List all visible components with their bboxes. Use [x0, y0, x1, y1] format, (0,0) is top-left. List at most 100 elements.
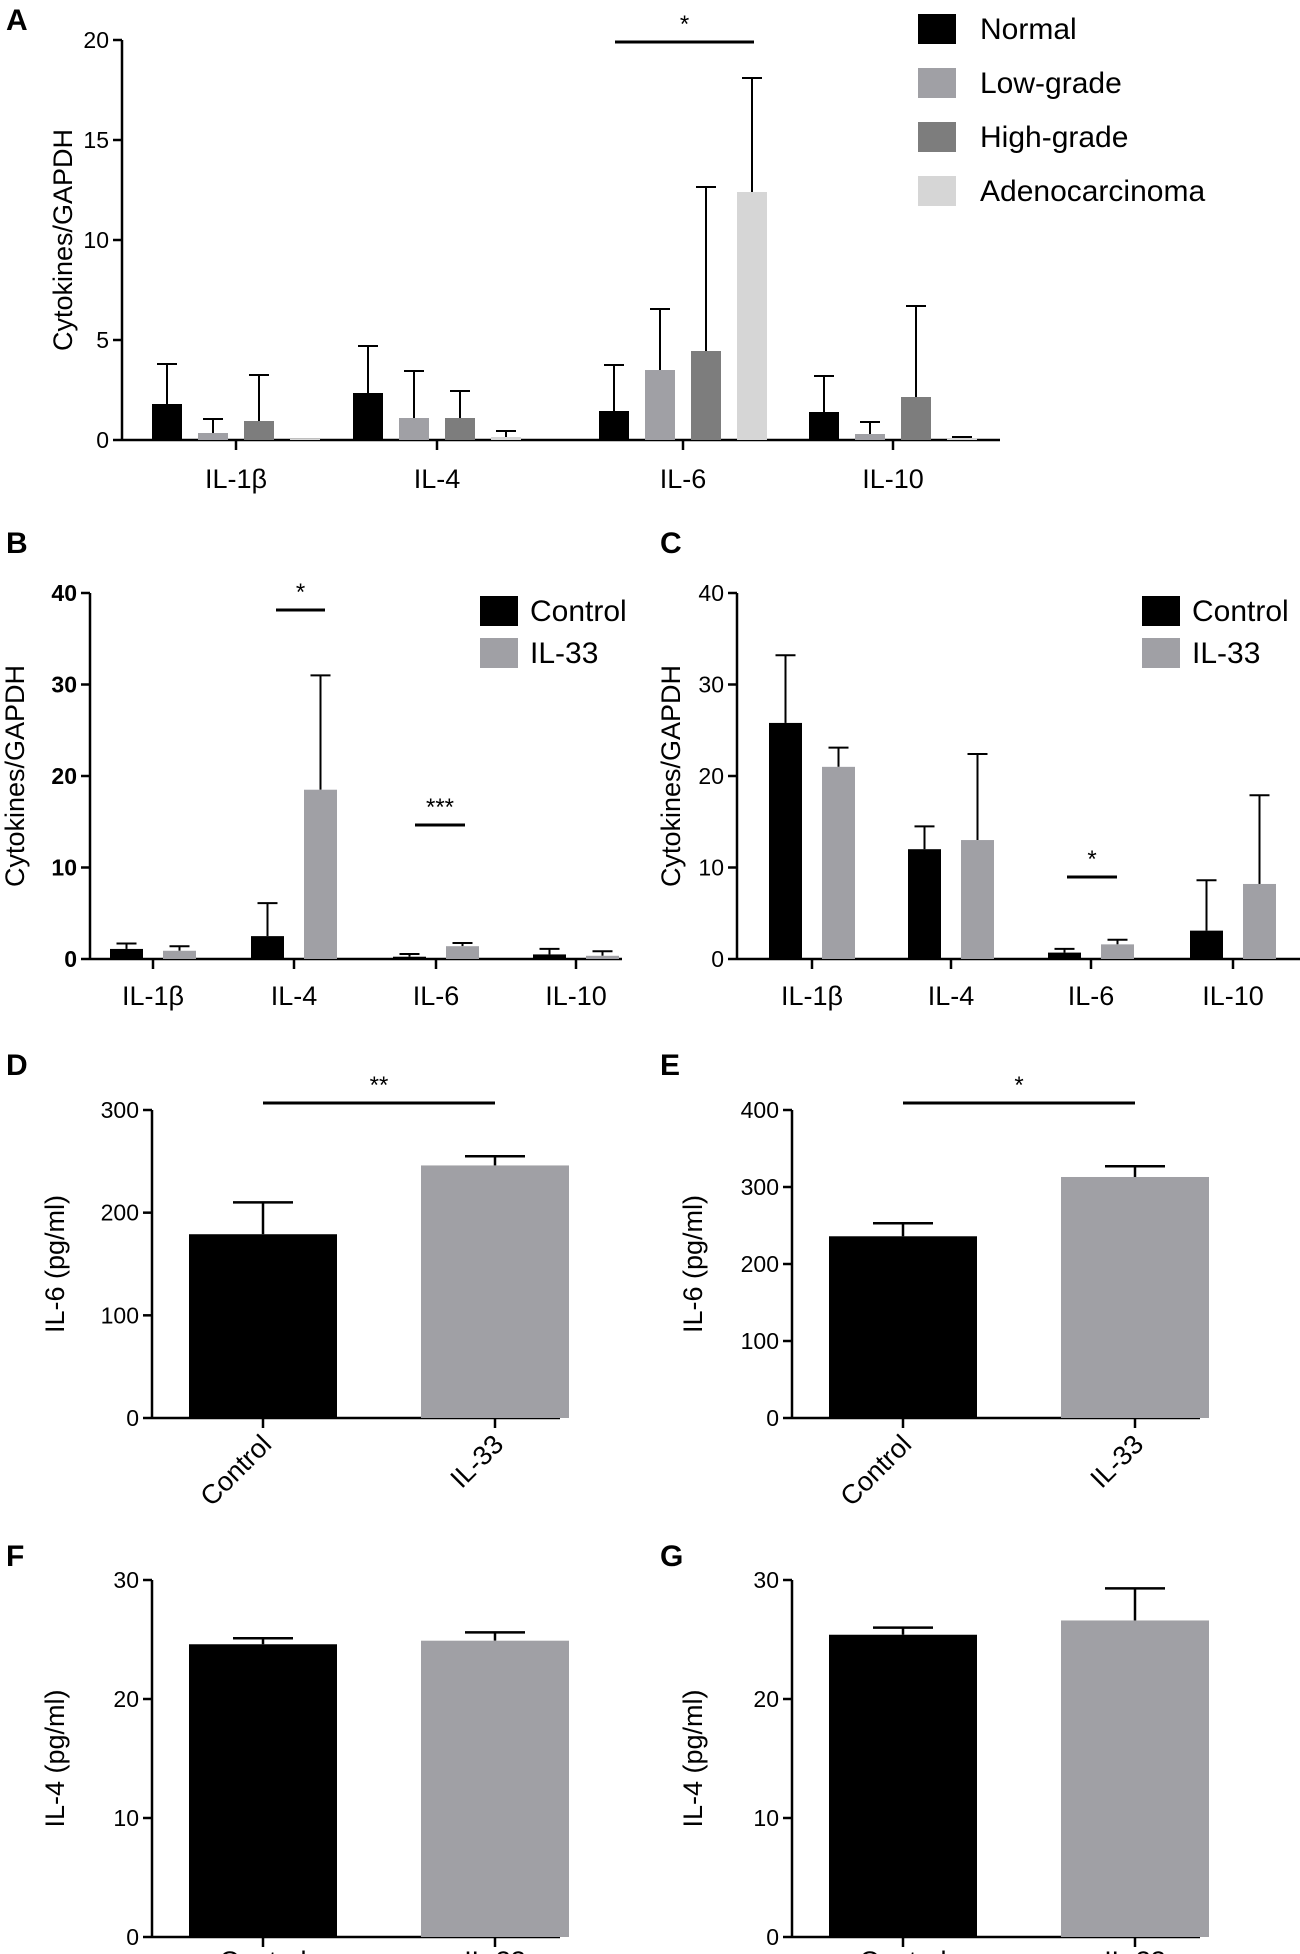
bar-B-0-3 — [533, 954, 566, 959]
bar-G-0 — [829, 1634, 977, 1937]
bar-A-2-2 — [691, 351, 721, 440]
y-tick-label-B-0: 0 — [64, 946, 77, 972]
bar-A-3-2 — [737, 192, 767, 440]
y-tick-label-D-1: 100 — [101, 1302, 139, 1328]
bar-D-0 — [189, 1234, 337, 1418]
panel-letter-D: D — [6, 1049, 28, 1082]
y-axis-label-E: IL-6 (pg/ml) — [678, 1195, 708, 1333]
y-tick-label-E-2: 200 — [741, 1251, 779, 1277]
bar-C-0-3 — [1190, 930, 1223, 959]
bar-B-0-1 — [251, 936, 284, 959]
bar-F-1 — [421, 1640, 569, 1937]
y-tick-label-G-2: 20 — [753, 1686, 779, 1712]
legend-swatch-A-1 — [918, 68, 956, 98]
bar-B-1-1 — [304, 789, 337, 959]
bar-B-1-2 — [446, 946, 479, 959]
x-tick-label-G-1: IL-33 — [1104, 1946, 1166, 1954]
bar-G-1 — [1061, 1620, 1209, 1937]
y-tick-label-E-1: 100 — [741, 1328, 779, 1354]
panel-letter-G: G — [660, 1540, 683, 1573]
bar-A-2-1 — [445, 418, 475, 440]
y-tick-label-E-3: 300 — [741, 1174, 779, 1200]
x-tick-label-C-0: IL-1β — [781, 981, 843, 1011]
panel-letter-F: F — [6, 1540, 24, 1573]
x-tick-label-A-1: IL-4 — [414, 464, 461, 494]
y-tick-label-C-1: 10 — [698, 855, 724, 881]
legend-label-B-1: IL-33 — [530, 637, 598, 670]
x-tick-label-D-0: Control — [194, 1429, 277, 1512]
bar-A-1-0 — [198, 433, 228, 440]
bar-C-1-2 — [1101, 944, 1134, 959]
significance-label-A-0: * — [680, 11, 689, 38]
x-tick-label-G-0: Control — [859, 1946, 946, 1954]
y-axis-label-D: IL-6 (pg/ml) — [40, 1195, 70, 1333]
bar-A-2-0 — [244, 421, 274, 440]
bar-B-1-3 — [586, 955, 619, 959]
x-tick-label-B-2: IL-6 — [413, 981, 460, 1011]
bar-C-0-2 — [1048, 952, 1081, 959]
y-tick-label-D-3: 300 — [101, 1097, 139, 1123]
x-tick-label-D-1: IL-33 — [445, 1429, 510, 1494]
x-tick-label-F-1: IL-33 — [464, 1946, 526, 1954]
panel-letter-A: A — [6, 4, 28, 37]
bar-A-1-3 — [855, 434, 885, 440]
legend-swatch-C-0 — [1142, 596, 1180, 626]
legend-label-C-1: IL-33 — [1192, 637, 1260, 670]
y-tick-label-D-2: 200 — [101, 1200, 139, 1226]
y-tick-label-G-1: 10 — [753, 1805, 779, 1831]
x-tick-label-B-0: IL-1β — [122, 981, 184, 1011]
x-tick-label-B-3: IL-10 — [545, 981, 607, 1011]
bar-A-1-1 — [399, 418, 429, 440]
legend-label-A-2: High-grade — [980, 121, 1128, 154]
legend-label-A-0: Normal — [980, 13, 1077, 46]
panel-letter-C: C — [660, 527, 682, 560]
bar-C-1-3 — [1243, 883, 1276, 959]
y-tick-label-F-3: 30 — [113, 1567, 139, 1593]
bar-A-3-0 — [290, 439, 320, 440]
legend-label-C-0: Control — [1192, 595, 1289, 628]
y-tick-label-A-1: 5 — [96, 327, 109, 353]
bar-C-0-0 — [769, 722, 802, 959]
y-tick-label-A-2: 10 — [83, 227, 109, 253]
y-tick-label-F-2: 20 — [113, 1686, 139, 1712]
bar-A-3-1 — [491, 437, 521, 440]
y-tick-label-G-0: 0 — [766, 1924, 779, 1950]
y-tick-label-A-4: 20 — [83, 27, 109, 53]
legend-swatch-B-0 — [480, 596, 518, 626]
bar-B-0-2 — [393, 956, 426, 959]
bar-A-0-3 — [809, 412, 839, 440]
y-tick-label-C-4: 40 — [698, 580, 724, 606]
significance-label-E-0: * — [1014, 1072, 1023, 1099]
bar-B-0-0 — [110, 948, 143, 959]
bar-A-0-0 — [152, 404, 182, 440]
legend-label-A-3: Adenocarcinoma — [980, 175, 1205, 208]
x-tick-label-A-3: IL-10 — [862, 464, 924, 494]
bar-A-0-1 — [353, 393, 383, 440]
y-tick-label-C-2: 20 — [698, 763, 724, 789]
y-tick-label-B-1: 10 — [51, 855, 77, 881]
legend-swatch-A-2 — [918, 122, 956, 152]
y-tick-label-A-3: 15 — [83, 127, 109, 153]
y-tick-label-E-4: 400 — [741, 1097, 779, 1123]
significance-label-B-1: *** — [426, 794, 454, 821]
significance-label-B-0: * — [296, 579, 305, 606]
y-tick-label-F-0: 0 — [126, 1924, 139, 1950]
y-axis-label-G: IL-4 (pg/ml) — [678, 1689, 708, 1827]
x-tick-label-A-2: IL-6 — [660, 464, 707, 494]
y-tick-label-C-3: 30 — [698, 672, 724, 698]
y-tick-label-B-3: 30 — [51, 672, 77, 698]
x-tick-label-E-0: Control — [834, 1429, 917, 1512]
x-tick-label-C-1: IL-4 — [928, 981, 975, 1011]
legend-swatch-B-1 — [480, 638, 518, 668]
bar-A-3-3 — [947, 438, 977, 440]
y-tick-label-A-0: 0 — [96, 427, 109, 453]
y-axis-label-C: Cytokines/GAPDH — [656, 665, 686, 887]
x-tick-label-E-1: IL-33 — [1085, 1429, 1150, 1494]
bar-E-0 — [829, 1236, 977, 1418]
y-tick-label-E-0: 0 — [766, 1405, 779, 1431]
legend-swatch-A-0 — [918, 14, 956, 44]
bar-B-1-0 — [163, 950, 196, 959]
y-tick-label-F-1: 10 — [113, 1805, 139, 1831]
significance-label-D-0: ** — [370, 1072, 389, 1099]
